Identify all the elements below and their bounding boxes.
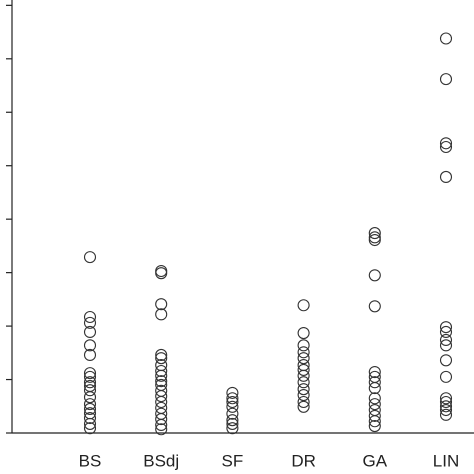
point bbox=[368, 227, 381, 240]
point bbox=[368, 420, 381, 433]
point bbox=[297, 363, 310, 376]
point bbox=[439, 321, 453, 334]
point bbox=[368, 392, 381, 405]
point bbox=[226, 417, 239, 430]
point bbox=[83, 325, 97, 339]
point bbox=[83, 391, 97, 404]
x-tick-label: GA bbox=[363, 451, 388, 470]
point bbox=[226, 422, 239, 435]
point bbox=[297, 339, 310, 352]
point bbox=[439, 395, 453, 409]
point bbox=[83, 310, 97, 324]
point bbox=[439, 392, 453, 405]
x-tick-label: LIN bbox=[433, 451, 459, 470]
point bbox=[439, 170, 453, 183]
point bbox=[83, 384, 97, 397]
point bbox=[439, 333, 453, 347]
point bbox=[368, 409, 381, 422]
point bbox=[439, 137, 453, 150]
point bbox=[155, 298, 168, 311]
point bbox=[155, 348, 168, 362]
point bbox=[297, 376, 310, 389]
point bbox=[155, 267, 168, 280]
point bbox=[368, 376, 381, 389]
point bbox=[83, 417, 97, 430]
point bbox=[368, 382, 381, 395]
point bbox=[368, 233, 381, 247]
point bbox=[155, 423, 168, 436]
point bbox=[83, 251, 97, 264]
point bbox=[226, 400, 239, 413]
point bbox=[155, 375, 168, 388]
point bbox=[297, 369, 310, 382]
point bbox=[297, 400, 310, 413]
point bbox=[155, 395, 168, 409]
point bbox=[83, 348, 97, 362]
point bbox=[155, 413, 168, 426]
point bbox=[155, 418, 168, 432]
point bbox=[83, 398, 97, 411]
point bbox=[297, 359, 310, 372]
point bbox=[155, 364, 168, 378]
x-tick-label: BSdj bbox=[143, 451, 179, 470]
point bbox=[439, 370, 453, 383]
point bbox=[368, 269, 381, 282]
point bbox=[439, 403, 453, 417]
point bbox=[83, 339, 97, 352]
point bbox=[83, 376, 97, 389]
point bbox=[297, 326, 310, 340]
point bbox=[439, 325, 453, 339]
point bbox=[155, 390, 168, 403]
point bbox=[368, 300, 381, 313]
point bbox=[439, 339, 453, 352]
point bbox=[83, 316, 97, 329]
point bbox=[226, 392, 239, 405]
point bbox=[155, 352, 168, 365]
point bbox=[297, 383, 310, 396]
point bbox=[368, 398, 381, 411]
point bbox=[83, 411, 97, 425]
point bbox=[226, 407, 239, 420]
x-tick-label: SF bbox=[222, 451, 244, 470]
point bbox=[155, 369, 168, 382]
point bbox=[83, 422, 97, 435]
point bbox=[439, 400, 453, 413]
point bbox=[368, 231, 381, 244]
point bbox=[439, 32, 453, 45]
point bbox=[297, 388, 310, 402]
point bbox=[439, 73, 453, 86]
point bbox=[368, 366, 381, 379]
point bbox=[83, 370, 97, 383]
point bbox=[297, 346, 310, 359]
x-tick-label: BS bbox=[79, 451, 102, 470]
point bbox=[226, 414, 239, 427]
point bbox=[83, 402, 97, 415]
x-tick-label: DR bbox=[291, 451, 316, 470]
point bbox=[83, 367, 97, 380]
point bbox=[439, 408, 453, 421]
point bbox=[226, 395, 239, 409]
point bbox=[439, 354, 453, 367]
point bbox=[297, 299, 310, 312]
point bbox=[155, 308, 168, 321]
point bbox=[368, 415, 381, 428]
point bbox=[297, 395, 310, 409]
point bbox=[226, 386, 239, 399]
point bbox=[297, 352, 310, 365]
point bbox=[439, 140, 453, 154]
